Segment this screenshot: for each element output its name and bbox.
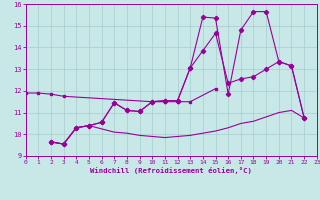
X-axis label: Windchill (Refroidissement éolien,°C): Windchill (Refroidissement éolien,°C) xyxy=(90,167,252,174)
